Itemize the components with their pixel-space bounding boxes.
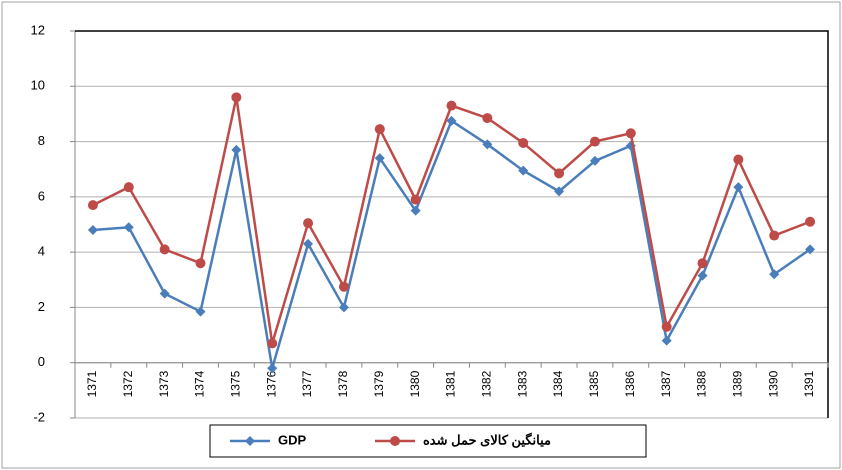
data-point [374, 124, 385, 135]
data-point [195, 258, 206, 269]
data-point [697, 258, 708, 269]
data-point [123, 182, 134, 193]
data-point [661, 321, 672, 332]
y-tick-label: 4 [38, 244, 45, 259]
data-point [87, 225, 98, 236]
data-point [733, 182, 744, 193]
data-point [231, 144, 242, 155]
y-tick-label: 6 [38, 188, 45, 203]
x-tick-label: 1376 [264, 370, 278, 397]
y-tick-label: 12 [31, 22, 45, 37]
y-tick-label: 8 [38, 133, 45, 148]
data-point [625, 128, 636, 139]
data-point [769, 230, 780, 241]
x-tick-label: 1371 [85, 370, 99, 397]
data-point [589, 136, 600, 147]
legend-label: GDP [278, 432, 307, 447]
x-tick-label: 1386 [623, 370, 637, 397]
y-tick-label: -2 [33, 409, 45, 424]
legend-label: میانگین کالای حمل شده [423, 431, 551, 448]
data-point [159, 288, 170, 299]
y-tick-label: 10 [31, 78, 45, 93]
x-tick-label: 1387 [659, 370, 673, 397]
x-tick-label: 1391 [802, 370, 816, 397]
x-tick-label: 1377 [300, 370, 314, 397]
x-tick-label: 1382 [480, 370, 494, 397]
data-point [661, 335, 672, 346]
data-point [410, 205, 421, 216]
data-point [159, 244, 170, 255]
x-tick-label: 1384 [551, 370, 565, 397]
data-point [518, 165, 529, 176]
data-point [769, 269, 780, 280]
x-tick-label: 1383 [515, 370, 529, 397]
x-tick-label: 1390 [766, 370, 780, 397]
plot-border [75, 30, 829, 418]
data-point [338, 281, 349, 292]
x-tick-label: 1379 [372, 370, 386, 397]
data-point [733, 154, 744, 165]
data-point [267, 338, 278, 349]
data-point [303, 218, 314, 229]
data-point [231, 92, 242, 103]
y-tick-label: 0 [38, 354, 45, 369]
x-tick-label: 1381 [444, 370, 458, 397]
x-tick-label: 1378 [336, 370, 350, 397]
data-point [446, 115, 457, 126]
data-point [554, 186, 565, 197]
data-point [482, 113, 493, 124]
data-point [245, 436, 255, 446]
data-point [589, 155, 600, 166]
data-point [374, 153, 385, 164]
x-tick-label: 1385 [587, 370, 601, 397]
data-point [697, 270, 708, 281]
x-tick-label: 1388 [695, 370, 709, 397]
data-point [195, 306, 206, 317]
y-tick-label: 2 [38, 299, 45, 314]
x-tick-label: 1389 [731, 370, 745, 397]
data-point [87, 200, 98, 211]
data-point [390, 436, 400, 446]
data-point [338, 302, 349, 313]
x-tick-label: 1372 [121, 370, 135, 397]
data-point [410, 194, 421, 205]
data-point [303, 238, 314, 249]
legend [209, 424, 647, 458]
data-point [805, 216, 816, 227]
data-point [482, 139, 493, 150]
data-point [123, 222, 134, 233]
data-point [518, 137, 529, 148]
data-point [805, 244, 816, 255]
data-point [267, 363, 278, 374]
data-point [554, 168, 565, 179]
x-tick-label: 1375 [229, 370, 243, 397]
x-tick-label: 1374 [193, 370, 207, 397]
x-tick-label: 1373 [157, 370, 171, 397]
x-tick-label: 1380 [408, 370, 422, 397]
data-point [446, 100, 457, 111]
